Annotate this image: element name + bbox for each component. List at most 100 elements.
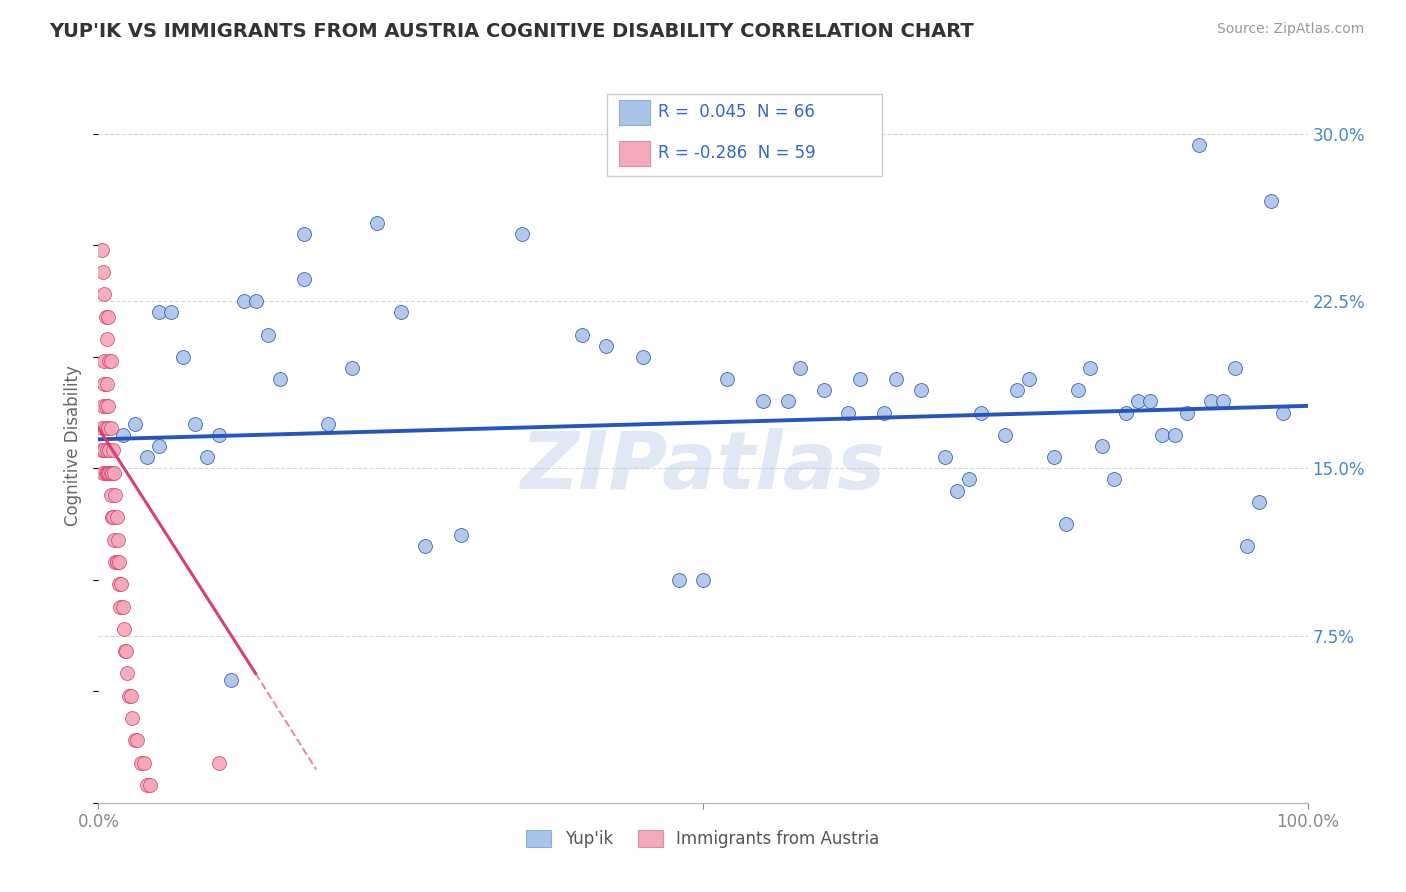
Point	[946, 483, 969, 498]
Y-axis label: Cognitive Disability: Cognitive Disability	[65, 366, 83, 526]
Point	[94, 466, 117, 480]
Point	[1042, 450, 1064, 464]
Point	[121, 711, 143, 725]
Text: R = -0.286  N = 59: R = -0.286 N = 59	[658, 145, 815, 162]
Point	[1152, 427, 1174, 442]
Point	[103, 533, 125, 547]
Point	[108, 577, 131, 591]
Point	[91, 421, 114, 435]
Point	[129, 756, 152, 770]
Point	[172, 350, 194, 364]
Point	[108, 599, 131, 614]
Text: YUP'IK VS IMMIGRANTS FROM AUSTRIA COGNITIVE DISABILITY CORRELATION CHART: YUP'IK VS IMMIGRANTS FROM AUSTRIA COGNIT…	[49, 22, 974, 41]
Point	[98, 443, 121, 458]
Point	[1163, 427, 1185, 442]
Point	[873, 405, 896, 419]
Point	[97, 399, 120, 413]
Point	[752, 394, 775, 409]
Point	[934, 450, 956, 464]
Point	[93, 443, 115, 458]
Point	[957, 473, 980, 487]
Point	[91, 399, 114, 413]
Point	[91, 466, 114, 480]
Point	[94, 310, 117, 324]
Point	[100, 466, 122, 480]
Point	[104, 555, 127, 569]
Point	[101, 510, 124, 524]
Point	[98, 466, 121, 480]
Point	[96, 376, 118, 391]
Point	[94, 421, 117, 435]
Point	[256, 327, 278, 342]
Point	[1067, 384, 1090, 398]
Point	[96, 332, 118, 346]
Point	[1188, 137, 1211, 152]
Point	[1007, 384, 1029, 398]
Point	[93, 376, 115, 391]
Point	[668, 573, 690, 587]
Point	[776, 394, 799, 409]
Point	[789, 360, 811, 375]
Point	[112, 622, 135, 636]
Point	[1054, 516, 1077, 531]
Point	[1212, 394, 1234, 409]
Point	[195, 450, 218, 464]
Point	[148, 305, 170, 319]
Point	[127, 733, 149, 747]
Point	[1223, 360, 1246, 375]
Point	[93, 287, 115, 301]
Point	[208, 756, 231, 770]
Point	[1139, 394, 1161, 409]
Point	[631, 350, 654, 364]
Point	[139, 778, 162, 792]
Point	[389, 305, 412, 319]
Point	[571, 327, 593, 342]
Point	[118, 689, 141, 703]
Point	[100, 488, 122, 502]
Point	[342, 360, 364, 375]
Point	[184, 417, 207, 431]
Point	[1091, 439, 1114, 453]
Point	[93, 354, 115, 368]
Point	[105, 555, 128, 569]
Point	[98, 354, 121, 368]
Point	[1236, 539, 1258, 553]
Point	[100, 354, 122, 368]
Point	[108, 555, 131, 569]
Point	[1115, 405, 1137, 419]
Point	[837, 405, 859, 419]
Point	[910, 384, 932, 398]
Point	[1128, 394, 1150, 409]
Point	[970, 405, 993, 419]
Point	[134, 756, 156, 770]
Point	[120, 689, 142, 703]
Point	[292, 271, 315, 285]
Point	[221, 673, 243, 687]
Point	[105, 510, 128, 524]
Point	[1199, 394, 1222, 409]
Point	[292, 227, 315, 241]
Point	[100, 466, 122, 480]
Point	[692, 573, 714, 587]
Point	[135, 450, 157, 464]
Point	[160, 305, 183, 319]
Point	[94, 399, 117, 413]
Point	[208, 427, 231, 442]
Point	[450, 528, 472, 542]
Point	[111, 599, 134, 614]
Point	[101, 443, 124, 458]
Point	[994, 427, 1017, 442]
Text: ZIPatlas: ZIPatlas	[520, 428, 886, 507]
Point	[96, 466, 118, 480]
Point	[849, 372, 872, 386]
Point	[91, 243, 114, 257]
Point	[91, 265, 114, 279]
Point	[100, 510, 122, 524]
Point	[97, 310, 120, 324]
Point	[269, 372, 291, 386]
Point	[1175, 405, 1198, 419]
Point	[1018, 372, 1040, 386]
Point	[1260, 194, 1282, 208]
Point	[124, 733, 146, 747]
Point	[245, 293, 267, 308]
